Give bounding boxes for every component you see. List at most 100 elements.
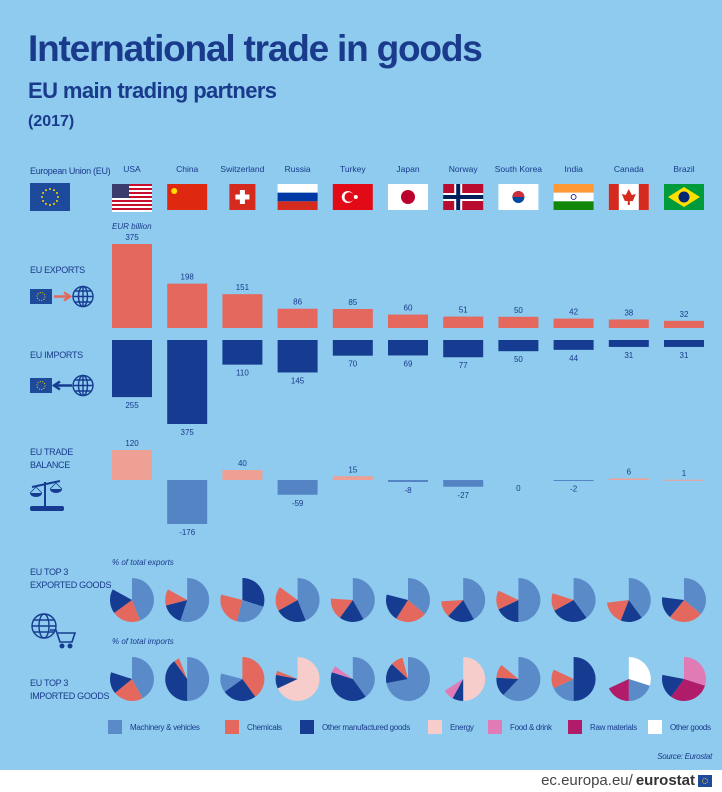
legend-item-chemicals: Chemicals bbox=[225, 720, 282, 734]
legend-item-other: Other goods bbox=[648, 720, 711, 734]
legend-swatch bbox=[648, 720, 662, 734]
eu-stars bbox=[36, 292, 46, 301]
legend-swatch bbox=[108, 720, 122, 734]
import-pie-india bbox=[551, 657, 596, 701]
import-pie-china bbox=[165, 657, 210, 701]
arrow-left-icon bbox=[51, 380, 72, 391]
import-value-label: 70 bbox=[348, 360, 357, 369]
country-label-south-korea: South Korea bbox=[495, 164, 543, 174]
pie-slice-chemicals bbox=[551, 593, 574, 611]
balance-bar-china bbox=[167, 480, 208, 524]
balance-row-label-1: EU TRADE bbox=[30, 447, 73, 457]
pie-slice-chemicals bbox=[115, 679, 143, 701]
eu-flag-icon bbox=[30, 183, 70, 211]
import-bar-china bbox=[167, 340, 208, 424]
balance-bar-norway bbox=[443, 480, 484, 487]
pie-slice-machinery bbox=[132, 578, 155, 621]
eu-label: European Union (EU) bbox=[30, 166, 111, 176]
flag-part bbox=[401, 190, 415, 204]
pie-slice-machinery bbox=[628, 578, 651, 618]
flag-part bbox=[553, 184, 594, 193]
pie-slice-other_manufactured bbox=[110, 672, 132, 694]
import-bar-south-korea bbox=[498, 340, 539, 352]
arrow-right-icon bbox=[54, 291, 73, 302]
pie-slice-machinery bbox=[352, 657, 375, 697]
pie-slice-chemicals bbox=[669, 600, 701, 622]
pie-slice-chemicals bbox=[114, 600, 141, 622]
import-value-label: 50 bbox=[514, 355, 523, 364]
import-bar-usa bbox=[112, 340, 152, 398]
pie-slice-machinery bbox=[408, 578, 431, 615]
pie-slice-other_manufactured bbox=[498, 600, 519, 622]
year-label: (2017) bbox=[28, 113, 75, 130]
legend-item-energy: Energy bbox=[428, 720, 474, 734]
eu-star bbox=[53, 202, 55, 205]
balance-bar-turkey bbox=[332, 476, 373, 480]
flag-part bbox=[443, 195, 484, 199]
pie-slice-other_manufactured bbox=[330, 672, 366, 702]
export-value-label: 85 bbox=[348, 298, 357, 307]
eu-star bbox=[49, 204, 51, 206]
import-value-label: 69 bbox=[404, 359, 413, 368]
country-label-india: India bbox=[564, 164, 583, 174]
imports-pie-caption: % of total imports bbox=[112, 637, 174, 646]
flag-part bbox=[112, 206, 152, 208]
flag-part bbox=[112, 200, 152, 202]
import-value-label: 145 bbox=[291, 376, 305, 385]
export-pie-brazil bbox=[662, 578, 707, 622]
flag-switzerland-icon bbox=[229, 184, 256, 210]
export-value-label: 38 bbox=[624, 308, 633, 317]
export-value-label: 42 bbox=[569, 308, 578, 317]
flag-part bbox=[112, 202, 152, 204]
export-pie-turkey bbox=[330, 578, 375, 622]
pie-slice-chemicals bbox=[496, 590, 519, 610]
pie-slice-chemicals bbox=[330, 598, 353, 618]
flag-norway-icon bbox=[443, 184, 484, 210]
pie-slice-machinery bbox=[553, 679, 574, 701]
flag-part bbox=[112, 188, 152, 190]
eu-imports-icon bbox=[30, 374, 94, 397]
pie-slice-machinery bbox=[236, 600, 264, 622]
balance-bar-russia bbox=[277, 480, 318, 495]
country-label-china: China bbox=[176, 164, 198, 174]
flag-part bbox=[553, 192, 594, 202]
import-bar-norway bbox=[443, 340, 484, 358]
flag-part bbox=[112, 210, 152, 212]
balance-value-label: 0 bbox=[516, 484, 521, 493]
footer-brand: eurostat bbox=[635, 772, 695, 789]
export-pie-norway bbox=[441, 578, 486, 623]
country-label-turkey: Turkey bbox=[340, 164, 366, 174]
eu-stars bbox=[36, 381, 46, 390]
country-label-norway: Norway bbox=[449, 164, 479, 174]
pie-slice-chemicals bbox=[242, 657, 265, 697]
export-bar-south-korea bbox=[498, 316, 539, 328]
legend-label: Other goods bbox=[670, 722, 711, 732]
pie-slice-other_manufactured bbox=[452, 679, 464, 701]
export-pie-canada bbox=[606, 578, 651, 623]
footer-domain: ec.europa.eu/ bbox=[541, 772, 633, 789]
export-value-label: 151 bbox=[236, 283, 250, 292]
pie-slice-other_manufactured bbox=[573, 657, 596, 701]
pie-slice-other_manufactured bbox=[242, 578, 265, 607]
flag-part bbox=[171, 188, 178, 194]
import-value-label: 255 bbox=[125, 401, 139, 410]
import-value-label: 31 bbox=[624, 351, 633, 360]
pie-slice-machinery bbox=[573, 578, 596, 618]
flag-part bbox=[678, 191, 690, 203]
flag-part bbox=[112, 184, 129, 198]
source-note: Source: Eurostat bbox=[657, 752, 712, 761]
legend-label: Other manufactured goods bbox=[322, 722, 410, 732]
pie-slice-other_manufactured bbox=[339, 600, 364, 622]
flag-part bbox=[112, 208, 152, 210]
eu-star bbox=[41, 196, 43, 198]
pie-slice-raw bbox=[671, 679, 705, 702]
pie-slice-energy bbox=[277, 657, 320, 702]
eurostat-footer[interactable]: ec.europa.eu/eurostat bbox=[541, 772, 712, 789]
eu-star bbox=[42, 192, 45, 194]
balance-value-label: 15 bbox=[348, 465, 357, 474]
export-bar-brazil bbox=[664, 320, 704, 328]
pie-slice-chemicals bbox=[551, 669, 574, 689]
import-pie-japan bbox=[386, 657, 431, 702]
pie-slice-other_manufactured bbox=[448, 600, 474, 623]
pie-slice-chemicals bbox=[391, 657, 408, 679]
